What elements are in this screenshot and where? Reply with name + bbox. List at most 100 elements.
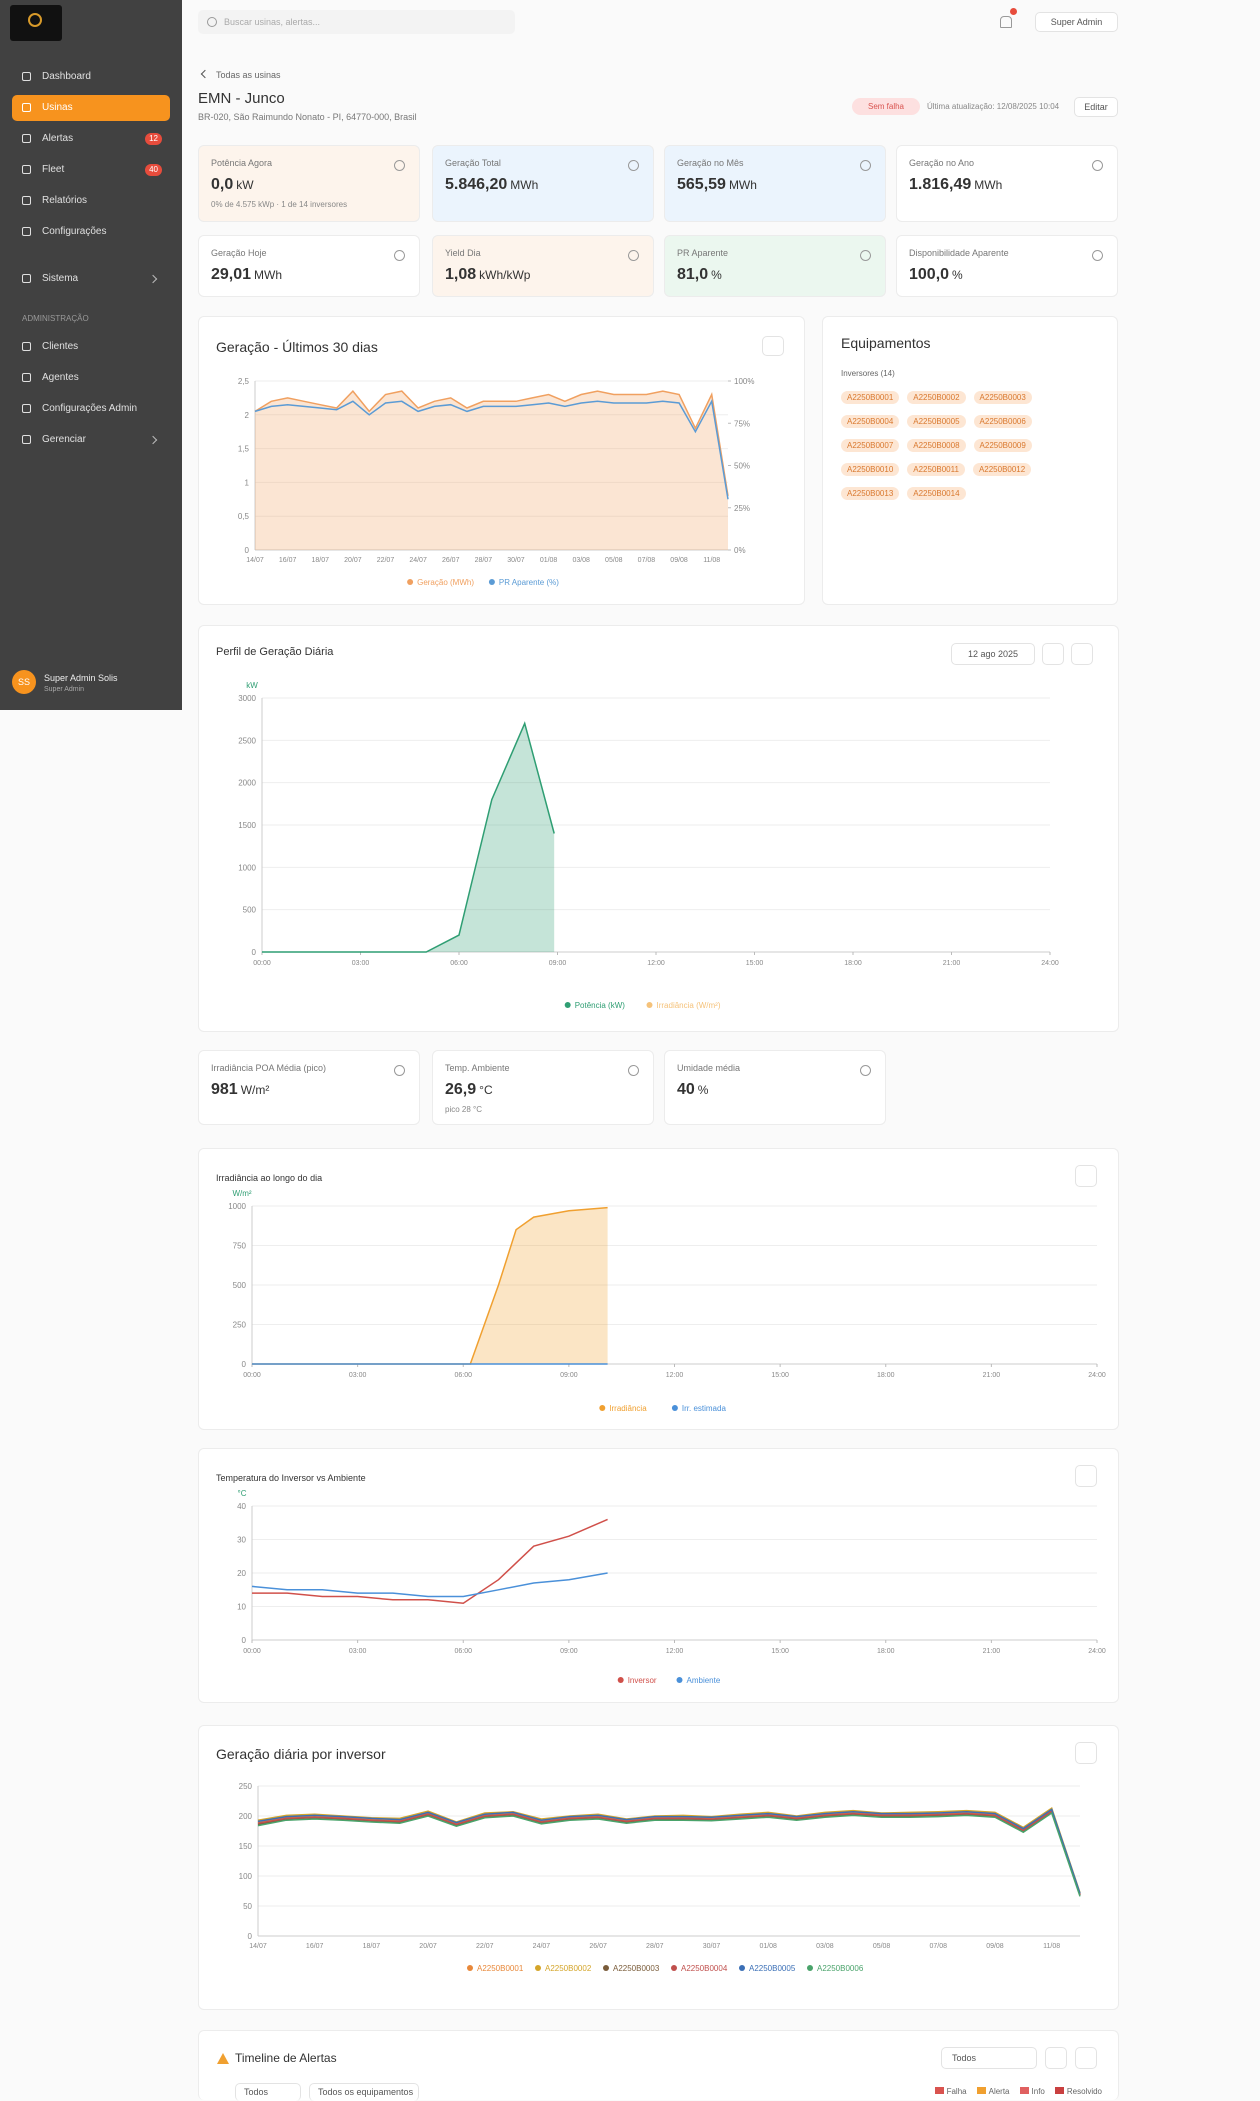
kpi-value: 81,0% xyxy=(677,266,722,284)
nav-icon xyxy=(22,227,31,236)
kpi-unit: MWh xyxy=(510,178,539,192)
kpi-value: 1,08 kWh/kWp xyxy=(445,266,530,284)
kpi-unit: kWh/kWp xyxy=(479,268,531,282)
weather-icon xyxy=(394,1065,405,1076)
kpi-value: 100,0% xyxy=(909,266,963,284)
nav-item[interactable]: Configurações xyxy=(12,219,170,245)
equipment-filter[interactable]: Inversores (14) xyxy=(841,369,895,378)
weather-number: 40 xyxy=(677,1081,695,1098)
nav-item[interactable]: Fleet 40 xyxy=(12,157,170,183)
weather-number: 26,9 xyxy=(445,1081,477,1098)
edit-button[interactable]: Editar xyxy=(1074,97,1118,117)
period-select[interactable]: Todos xyxy=(941,2047,1037,2069)
kpi-label: Geração Total xyxy=(445,158,501,168)
equipment-tag[interactable]: A2250B0011 xyxy=(907,463,965,476)
legend-swatch xyxy=(1054,2087,1064,2094)
collapse[interactable] xyxy=(1071,643,1093,665)
nav-item[interactable]: Relatórios xyxy=(12,188,170,214)
legend-swatch xyxy=(934,2087,944,2094)
alerts-title: Timeline de Alertas xyxy=(235,2051,337,2065)
kpi-number: 1,08 xyxy=(445,266,477,283)
nav-item[interactable]: Clientes xyxy=(12,334,170,360)
kpi-label: Potência Agora xyxy=(211,158,273,168)
equipment-tag[interactable]: A2250B0009 xyxy=(973,439,1032,452)
bell[interactable] xyxy=(1000,16,1012,28)
kpi-number: 100,0 xyxy=(909,266,950,283)
breadcrumb[interactable]: Todas as usinas xyxy=(216,70,281,80)
nav-item[interactable]: Gerenciar xyxy=(12,427,170,453)
equipment-tag[interactable]: A2250B0005 xyxy=(907,415,966,428)
download[interactable] xyxy=(1075,1465,1097,1487)
kpi-card: PR Aparente 81,0% xyxy=(664,235,886,297)
search-box[interactable]: Buscar usinas, alertas... xyxy=(198,10,515,34)
kpi-number: 5.846,20 xyxy=(445,176,508,193)
kpi-label: Yield Dia xyxy=(445,248,481,258)
updated: Última atualização: 12/08/2025 10:04 xyxy=(927,102,1060,111)
nav-item[interactable]: Usinas xyxy=(12,95,170,121)
equipment-tag[interactable]: A2250B0006 xyxy=(973,415,1032,428)
kpi-icon xyxy=(1092,250,1103,261)
kpi-icon xyxy=(394,250,405,261)
filter-select[interactable]: Todos xyxy=(235,2083,301,2101)
chart-title: Irradiância ao longo do dia xyxy=(216,1173,323,1183)
equipment-tag[interactable]: A2250B0002 xyxy=(907,391,966,404)
kpi-icon xyxy=(628,160,639,171)
equipment-tag[interactable]: A2250B0012 xyxy=(972,463,1032,476)
nav-item[interactable]: Sistema xyxy=(12,266,170,292)
user-button[interactable]: Super Admin xyxy=(1035,12,1118,32)
refresh[interactable] xyxy=(1045,2047,1067,2069)
kpi-label: Disponibilidade Aparente xyxy=(909,248,1009,258)
kpi-number: 29,01 xyxy=(211,266,252,283)
collapse[interactable] xyxy=(762,336,784,356)
legend-swatch xyxy=(976,2087,986,2094)
equipment-tag[interactable]: A2250B0010 xyxy=(841,463,900,476)
weather-label: Umidade média xyxy=(677,1063,741,1073)
legend-swatch xyxy=(1019,2087,1029,2094)
chart-title: Geração diária por inversor xyxy=(216,1746,386,1762)
kpi-number: 81,0 xyxy=(677,266,709,283)
equipment-tag[interactable]: A2250B0014 xyxy=(907,487,966,500)
filter-select[interactable]: Todos os equipamentos xyxy=(309,2083,419,2101)
logo xyxy=(10,5,62,41)
refresh[interactable] xyxy=(1042,643,1064,665)
equipment-title: Equipamentos xyxy=(841,335,931,351)
chart-card: Temperatura do Inversor vs Ambiente xyxy=(198,1448,1119,1703)
nav-label: Agentes xyxy=(42,372,79,383)
chart-card: Geração - Últimos 30 dias xyxy=(198,316,805,605)
nav-item[interactable]: Agentes xyxy=(12,365,170,391)
nav-icon xyxy=(22,342,31,351)
equipment-tag[interactable]: A2250B0013 xyxy=(841,487,900,500)
chart-card: Irradiância ao longo do dia xyxy=(198,1148,1119,1430)
weather-value: 40% xyxy=(677,1081,708,1099)
nav-item[interactable]: Alertas 12 xyxy=(12,126,170,152)
equipment-tag[interactable]: A2250B0004 xyxy=(841,415,900,428)
equipment-tag[interactable]: A2250B0008 xyxy=(907,439,966,452)
equipment-tag[interactable]: A2250B0001 xyxy=(841,391,900,404)
collapse[interactable] xyxy=(1075,1165,1097,1187)
kpi-value: 0,0 kW xyxy=(211,176,254,194)
weather-unit: % xyxy=(697,1083,709,1097)
date-picker[interactable]: 12 ago 2025 xyxy=(951,643,1035,665)
download[interactable] xyxy=(1075,1742,1097,1764)
download[interactable] xyxy=(1075,2047,1097,2069)
weather-sub: pico 28 °C xyxy=(445,1105,482,1114)
nav-icon xyxy=(22,134,31,143)
alerts-legend: Falha Alerta Info Resolvido xyxy=(925,2087,1102,2096)
weather-label: Temp. Ambiente xyxy=(445,1063,510,1073)
nav-icon xyxy=(22,103,31,112)
chart-card: Geração diária por inversor xyxy=(198,1725,1119,2010)
section-label: ADMINISTRAÇÃO xyxy=(22,314,89,323)
weather-number: 981 xyxy=(211,1081,238,1098)
equipment-tag[interactable]: A2250B0007 xyxy=(841,439,900,452)
equipment-card: Equipamentos Inversores (14) A2250B0001 A… xyxy=(822,316,1118,605)
equipment-tag[interactable]: A2250B0003 xyxy=(973,391,1032,404)
sidebar: Dashboard Usinas Alertas 12 Fleet 40 Relatório… xyxy=(0,0,182,710)
search-placeholder: Buscar usinas, alertas... xyxy=(224,17,321,27)
kpi-value: 565,59 MWh xyxy=(677,176,757,194)
alert-icon xyxy=(217,2053,229,2064)
nav-label: Usinas xyxy=(42,102,73,113)
nav-item[interactable]: Configurações Admin xyxy=(12,396,170,422)
nav-item[interactable]: Dashboard xyxy=(12,64,170,90)
back-arrow[interactable] xyxy=(200,69,210,79)
